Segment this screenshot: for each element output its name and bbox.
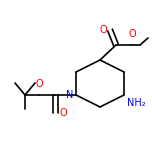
Text: O: O [128, 29, 136, 39]
Text: NH₂: NH₂ [127, 98, 146, 108]
Text: O: O [99, 25, 107, 35]
Text: N: N [66, 90, 73, 100]
Text: O: O [59, 108, 67, 118]
Text: O: O [35, 79, 43, 89]
